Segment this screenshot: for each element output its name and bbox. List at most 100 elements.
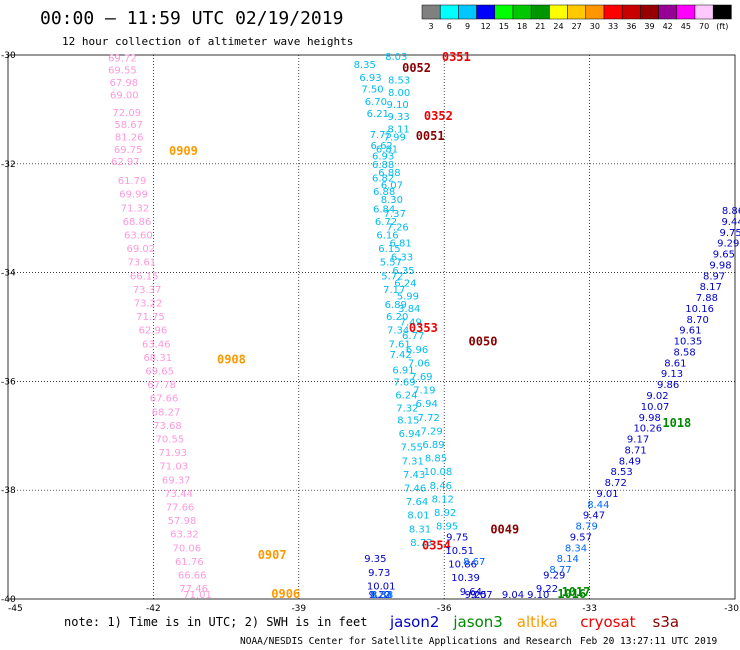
wave-height-label: 8.84 — [370, 590, 392, 601]
wave-height-label: 68.86 — [123, 217, 152, 228]
wave-height-label: 61.79 — [118, 176, 147, 187]
wave-height-label: 9.75 — [720, 228, 740, 239]
wave-height-label: 8.44 — [587, 500, 609, 511]
wave-height-label: 66.15 — [130, 271, 159, 282]
pass-time-label: 0906 — [271, 587, 300, 601]
colorbar-label: 42 — [663, 22, 673, 31]
wave-height-label: 73.44 — [164, 489, 193, 500]
colorbar-label: (ft) — [716, 22, 728, 31]
wave-height-label: 6.88 — [372, 160, 394, 171]
pass-time-label: 1018 — [662, 416, 691, 430]
wave-height-label: 7.34 — [387, 326, 409, 337]
wave-height-label: 7.31 — [402, 456, 424, 467]
wave-height-label: 6.94 — [416, 399, 438, 410]
wave-height-label: 7.26 — [387, 222, 409, 233]
wave-height-label: 72.09 — [112, 108, 141, 119]
colorbar-label: 9 — [465, 22, 470, 31]
wave-height-label: 71.75 — [136, 312, 165, 323]
colorbar-label: 30 — [590, 22, 600, 31]
wave-height-label: 9.98 — [639, 413, 661, 424]
wave-height-label: 6.33 — [391, 252, 413, 263]
y-tick-label: -34 — [1, 269, 16, 279]
colorbar-swatch — [549, 4, 568, 20]
wave-height-label: 9.65 — [713, 250, 735, 261]
wave-height-label: 58.67 — [114, 120, 143, 131]
pass-time-label: 0052 — [402, 61, 431, 75]
x-tick-label: -33 — [582, 604, 597, 614]
wave-height-label: 6.88 — [373, 187, 395, 198]
wave-height-label: 7.37 — [384, 209, 406, 220]
pass-time-label: 0050 — [469, 335, 498, 349]
wave-height-label: 63.60 — [124, 231, 153, 242]
wave-height-label: 7.43 — [403, 470, 425, 481]
wave-height-label: 9.86 — [657, 380, 679, 391]
colorbar-label: 15 — [499, 22, 509, 31]
wave-height-label: 9.04 — [502, 590, 524, 601]
wave-height-label: 71.01 — [183, 590, 212, 601]
wave-height-label: 8.70 — [687, 315, 709, 326]
wave-height-label: 9.57 — [570, 532, 592, 543]
wave-height-label: 9.44 — [721, 217, 740, 228]
wave-height-label: 67.78 — [147, 380, 176, 391]
wave-height-label: 6.89 — [422, 440, 444, 451]
colorbar-label: 33 — [608, 22, 618, 31]
wave-height-label: 7.75 — [370, 130, 392, 141]
wave-height-label: 8.58 — [673, 347, 695, 358]
wave-height-label: 6.94 — [399, 429, 421, 440]
colorbar-swatch — [658, 4, 678, 20]
axis-tick-labels: -45 -42 -39 -36 -33 -30 -30 -32 -34 -36 -38 -40 — [1, 51, 739, 614]
wave-height-label: 7.99 — [384, 133, 406, 144]
wave-height-label: 6.20 — [386, 312, 408, 323]
wave-height-label: 9.22 — [369, 590, 391, 601]
wave-height-label: 9.10 — [527, 590, 549, 601]
colorbar-swatch — [567, 4, 587, 20]
x-tick-label: -42 — [146, 604, 161, 614]
footer-note: note: 1) Time is in UTC; 2) SWH is in fe… — [64, 615, 367, 629]
wave-height-label: 73.61 — [127, 258, 156, 269]
wave-height-label: 6.07 — [381, 180, 403, 191]
wave-height-label: 6.89 — [385, 300, 407, 311]
wave-height-label: 8.17 — [700, 282, 722, 293]
wave-height-label: 73.68 — [153, 421, 182, 432]
wave-height-label: 9.01 — [596, 489, 618, 500]
wave-height-label: 7.69 — [410, 372, 432, 383]
y-tick-label: -30 — [1, 51, 16, 61]
wave-height-label: 7.64 — [406, 497, 428, 508]
wave-height-label: 9.25 — [465, 590, 487, 601]
wave-height-label: 6.35 — [392, 266, 414, 277]
wave-height-label: 9.61 — [679, 326, 701, 337]
colorbar-label: 39 — [644, 22, 654, 31]
wave-height-label: 9.33 — [388, 112, 410, 123]
colorbar-swatch — [712, 4, 732, 20]
pass-time-label: 1016 — [557, 587, 586, 601]
y-tick-label: -32 — [1, 160, 16, 170]
color-scale-bar: 3 6 9 12 15 18 21 24 27 30 33 36 39 42 45 70 (ft) — [421, 4, 732, 31]
colorbar-label: 12 — [481, 22, 491, 31]
wave-height-label: 77.46 — [179, 584, 208, 595]
pass-time-label: 0351 — [442, 50, 471, 64]
wave-height-label: 7.88 — [696, 293, 718, 304]
wave-height-label: 69.65 — [145, 367, 174, 378]
wave-height-label: 7.17 — [383, 285, 405, 296]
wave-height-label: 10.86 — [448, 560, 477, 571]
wave-height-label: 8.31 — [409, 524, 431, 535]
colorbar-label: 36 — [626, 22, 636, 31]
wave-height-label: 6.62 — [371, 141, 393, 152]
pass-time-label: 0908 — [217, 353, 246, 367]
footer-timestamp: Feb 20 13:27:11 UTC 2019 — [580, 636, 718, 647]
wave-height-label: 8.86 — [722, 206, 740, 217]
pass-time-label: 0049 — [490, 522, 519, 536]
wave-height-label: 7.06 — [408, 358, 430, 369]
wave-height-label: 7.69 — [393, 377, 415, 388]
legend-entry-jason3: jason3 — [452, 613, 502, 631]
wave-height-label: 6.72 — [375, 217, 397, 228]
legend-entry-cryosat: cryosat — [580, 613, 635, 631]
wave-height-label: 10.51 — [445, 546, 474, 557]
wave-height-label: 8.11 — [388, 124, 410, 135]
wave-height-label: 62.96 — [139, 326, 168, 337]
wave-height-label: 6.77 — [402, 331, 424, 342]
colorbar-swatch — [694, 4, 714, 20]
wave-height-label: 5.72 — [381, 271, 403, 282]
wave-height-label: 7.29 — [420, 426, 442, 437]
wave-height-label: 69.75 — [114, 145, 143, 156]
